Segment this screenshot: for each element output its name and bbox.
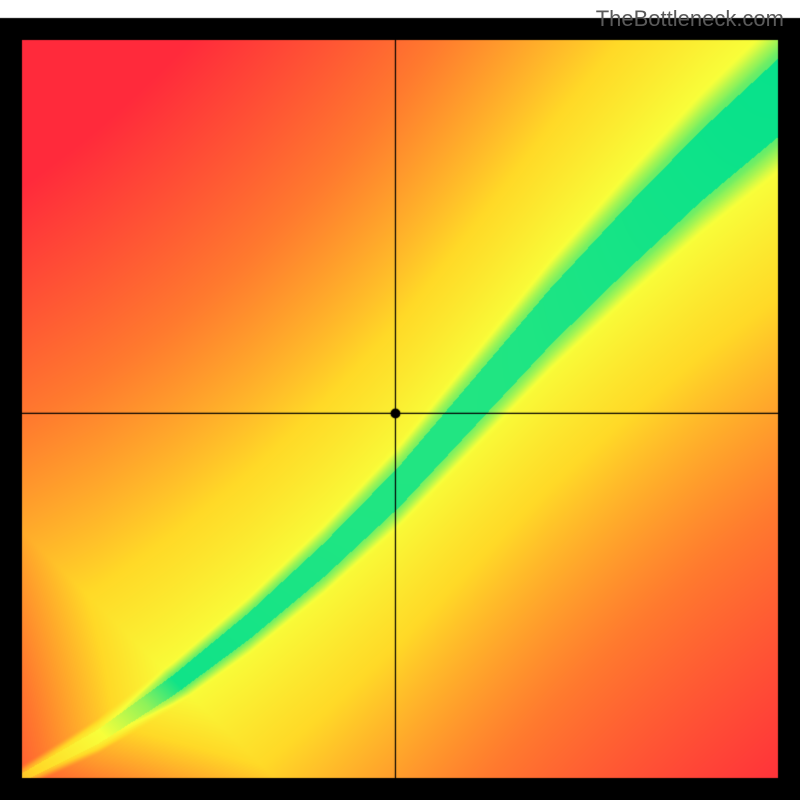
watermark-text: TheBottleneck.com [596, 6, 784, 32]
bottleneck-heatmap [0, 0, 800, 800]
chart-container: TheBottleneck.com [0, 0, 800, 800]
